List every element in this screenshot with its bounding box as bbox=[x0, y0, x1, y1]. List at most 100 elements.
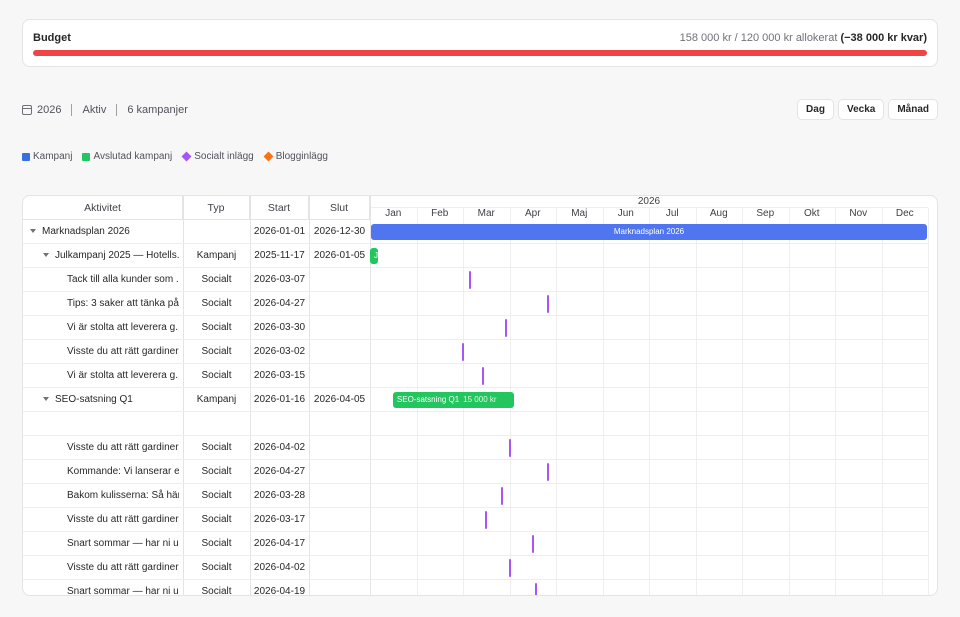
end-cell bbox=[309, 532, 370, 556]
social-post-marker[interactable] bbox=[469, 271, 472, 289]
view-day-button[interactable]: Dag bbox=[797, 99, 834, 120]
table-row[interactable]: Snart sommar — har ni u... Socialt 2026-04… bbox=[23, 580, 928, 596]
header-activity[interactable]: Aktivitet bbox=[23, 196, 183, 220]
social-post-marker[interactable] bbox=[509, 439, 512, 457]
table-row[interactable]: Tack till alla kunder som ... Socialt 2026… bbox=[23, 268, 928, 292]
header-type[interactable]: Typ bbox=[183, 196, 250, 220]
start-cell: 2026-04-27 bbox=[253, 466, 306, 477]
month-gridline bbox=[835, 208, 836, 595]
view-mode-switcher: Dag Vecka Månad bbox=[797, 99, 938, 120]
social-post-marker[interactable] bbox=[461, 343, 464, 361]
type-cell: Socialt bbox=[201, 298, 232, 309]
start-cell: 2026-03-28 bbox=[253, 490, 306, 501]
plan-year: 2026 bbox=[37, 104, 62, 116]
table-row[interactable]: Vi är stolta att leverera g... Socialt 202… bbox=[23, 364, 928, 388]
activity-name: Snart sommar — har ni u... bbox=[67, 586, 179, 596]
activity-cell: Visste du att rätt gardiner... bbox=[67, 508, 179, 532]
campaign-bar[interactable]: SEO-satsning Q1 15 000 kr bbox=[392, 392, 514, 408]
calendar-icon bbox=[22, 105, 32, 115]
activity-name: SEO-satsning Q1 bbox=[55, 394, 133, 405]
table-row[interactable]: Bakom kulisserna: Så här... Socialt 2026-0… bbox=[23, 484, 928, 508]
start-cell: 2026-04-02 bbox=[253, 442, 306, 453]
table-row[interactable]: Snart sommar — har ni u... Socialt 2026-04… bbox=[23, 532, 928, 556]
bar-amount: 15 000 kr bbox=[463, 395, 497, 404]
budget-card: Budget 158 000 kr / 120 000 kr allokerat… bbox=[22, 19, 938, 67]
type-cell: Kampanj bbox=[196, 394, 237, 405]
type-cell: Socialt bbox=[201, 322, 232, 333]
divider bbox=[71, 104, 73, 116]
legend: Kampanj Avslutad kampanj Socialt inlägg Blo… bbox=[22, 151, 328, 162]
month-label: Maj bbox=[571, 208, 588, 219]
grid-header: Aktivitet Typ Start Slut bbox=[23, 196, 370, 220]
table-row[interactable]: Marknadsplan 2026 2026-01-01 2026-12-30 Mar… bbox=[23, 220, 928, 244]
view-month-button[interactable]: Månad bbox=[888, 99, 938, 120]
social-post-marker[interactable] bbox=[547, 463, 550, 481]
start-cell: 2026-01-16 bbox=[253, 394, 306, 405]
type-cell: Socialt bbox=[201, 370, 232, 381]
table-row[interactable]: Julkampanj 2025 — Hotells... Kampanj 2025-… bbox=[23, 244, 928, 268]
square-icon bbox=[82, 152, 91, 161]
table-row[interactable]: SEO-satsning Q1 Kampanj 2026-01-16 2026-04-… bbox=[23, 388, 928, 412]
start-cell: 2026-03-15 bbox=[253, 370, 306, 381]
divider bbox=[116, 104, 118, 116]
activity-cell: Tack till alla kunder som ... bbox=[67, 268, 179, 292]
start-cell: 2026-03-02 bbox=[253, 346, 306, 357]
budget-progress-bar bbox=[33, 50, 927, 56]
legend-item: Socialt inlägg bbox=[181, 151, 254, 162]
legend-label: Blogginlägg bbox=[275, 151, 328, 162]
start-cell: 2026-04-27 bbox=[253, 298, 306, 309]
header-start[interactable]: Start bbox=[250, 196, 309, 220]
social-post-marker[interactable] bbox=[501, 487, 504, 505]
table-row[interactable]: Tips: 3 saker att tänka på... Socialt 2026… bbox=[23, 292, 928, 316]
start-cell: 2026-04-17 bbox=[253, 538, 306, 549]
type-cell: Socialt bbox=[201, 514, 232, 525]
month-gridline bbox=[881, 208, 883, 595]
social-post-marker[interactable] bbox=[504, 319, 507, 337]
start-cell: 2026-04-02 bbox=[253, 562, 306, 573]
end-cell: 2026-12-30 bbox=[313, 226, 366, 237]
table-row[interactable]: Visste du att rätt gardiner... Socialt 202… bbox=[23, 508, 928, 532]
month-gridline bbox=[695, 208, 697, 595]
activity-name: Vi är stolta att leverera g... bbox=[67, 322, 179, 333]
activity-name: Vi är stolta att leverera g... bbox=[67, 370, 179, 381]
end-cell: 2026-04-05 bbox=[313, 394, 366, 405]
chevron-down-icon[interactable] bbox=[30, 229, 36, 234]
view-week-button[interactable]: Vecka bbox=[837, 99, 885, 120]
activity-name: Marknadsplan 2026 bbox=[42, 226, 130, 237]
social-post-marker[interactable] bbox=[547, 295, 550, 313]
social-post-marker[interactable] bbox=[481, 367, 484, 385]
activity-cell: Vi är stolta att leverera g... bbox=[67, 364, 179, 388]
type-cell bbox=[183, 220, 250, 244]
activity-name: Bakom kulisserna: Så här... bbox=[67, 490, 179, 501]
type-cell: Socialt bbox=[201, 538, 232, 549]
table-row[interactable]: Vi är stolta att leverera g... Socialt 202… bbox=[23, 316, 928, 340]
table-row[interactable]: Kommande: Vi lanserar e... Socialt 2026-04… bbox=[23, 460, 928, 484]
column-divider bbox=[250, 196, 251, 595]
month-label: Jan bbox=[385, 208, 402, 219]
chevron-down-icon[interactable] bbox=[43, 253, 49, 258]
chevron-down-icon[interactable] bbox=[43, 397, 49, 402]
diamond-icon bbox=[263, 151, 274, 162]
social-post-marker[interactable] bbox=[509, 559, 512, 577]
end-cell bbox=[309, 580, 370, 595]
start-cell: 2026-03-30 bbox=[253, 322, 306, 333]
activity-cell: Julkampanj 2025 — Hotells... bbox=[43, 244, 179, 268]
activity-cell: Visste du att rätt gardiner... bbox=[67, 340, 179, 364]
table-row[interactable]: Visste du att rätt gardiner... Socialt 202… bbox=[23, 340, 928, 364]
table-row[interactable]: Visste du att rätt gardiner... Socialt 202… bbox=[23, 556, 928, 580]
start-cell: 2026-03-07 bbox=[253, 274, 306, 285]
end-cell bbox=[309, 484, 370, 508]
legend-label: Avslutad kampanj bbox=[93, 151, 173, 162]
social-post-marker[interactable] bbox=[535, 583, 538, 595]
social-post-marker[interactable] bbox=[484, 511, 487, 529]
month-label: Apr bbox=[524, 208, 541, 219]
plan-bar[interactable]: Marknadsplan 2026 bbox=[371, 224, 927, 240]
column-divider bbox=[183, 196, 184, 595]
type-cell: Socialt bbox=[201, 274, 232, 285]
table-row[interactable]: Visste du att rätt gardiner... Socialt 202… bbox=[23, 436, 928, 460]
header-end[interactable]: Slut bbox=[309, 196, 370, 220]
social-post-marker[interactable] bbox=[532, 535, 535, 553]
end-cell bbox=[309, 340, 370, 364]
month-label: Dec bbox=[895, 208, 914, 219]
campaign-bar[interactable]: Ju bbox=[370, 248, 378, 264]
